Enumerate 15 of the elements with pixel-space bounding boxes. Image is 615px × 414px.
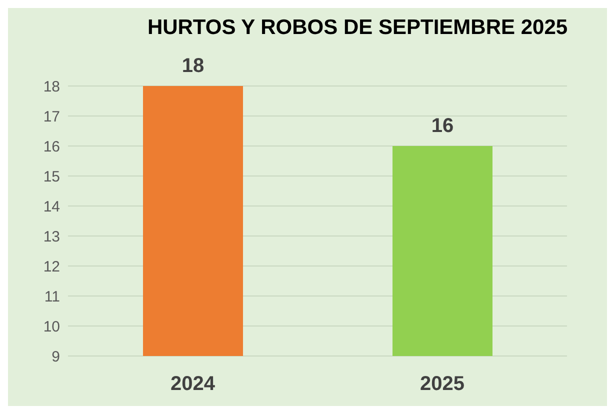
- y-tick-label: 12: [43, 258, 60, 276]
- x-tick-label: 2024: [170, 373, 216, 396]
- y-tick-label: 15: [43, 168, 60, 186]
- y-tick-label: 17: [43, 108, 60, 126]
- y-tick-label: 18: [43, 78, 60, 96]
- y-tick-label: 11: [44, 288, 60, 306]
- data-label: 16: [431, 115, 454, 137]
- chart-title: HURTOS Y ROBOS DE SEPTIEMBRE 2025: [146, 15, 569, 41]
- x-tick-label: 2025: [420, 373, 464, 396]
- y-tick-label: 9: [52, 348, 60, 366]
- y-tick-label: 13: [43, 228, 60, 246]
- data-label: 18: [182, 55, 204, 77]
- y-tick-label: 10: [43, 318, 60, 336]
- y-tick-label: 14: [43, 198, 60, 216]
- y-tick-label: 16: [43, 138, 60, 156]
